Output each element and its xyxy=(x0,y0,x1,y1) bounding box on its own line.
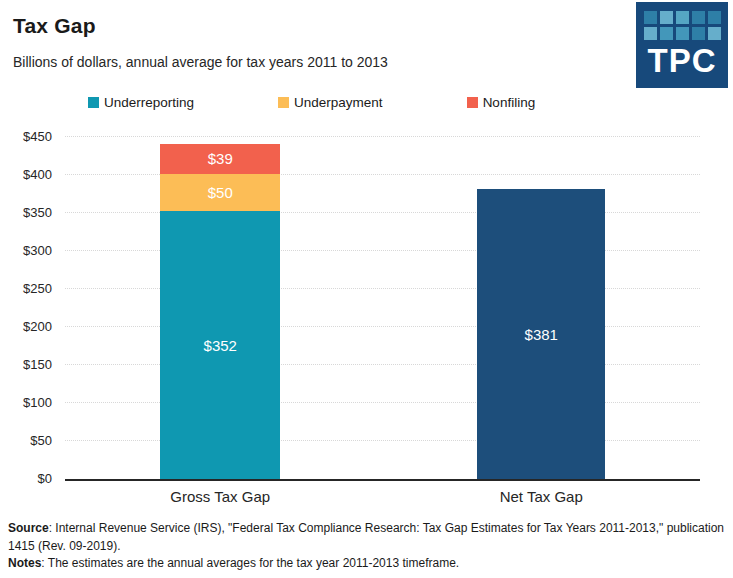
chart-legend: Underreporting Underpayment Nonfiling xyxy=(88,94,733,110)
y-tick-label: $0 xyxy=(0,471,52,487)
bar-segment-underreporting: $352 xyxy=(160,211,280,479)
chart-page: TPC Tax Gap Billions of dollars, annual … xyxy=(0,0,733,578)
y-tick-label: $200 xyxy=(0,319,52,335)
x-category-label: Net Tax Gap xyxy=(500,488,583,505)
source-note: Source: Internal Revenue Service (IRS), … xyxy=(8,520,725,555)
notes-note: Notes: The estimates are the annual aver… xyxy=(8,555,725,573)
y-tick-label: $250 xyxy=(0,281,52,297)
notes-label: Notes xyxy=(8,556,41,570)
page-title: Tax Gap xyxy=(0,0,733,39)
logo-square xyxy=(676,27,689,40)
source-label: Source xyxy=(8,521,49,535)
y-tick-label: $150 xyxy=(0,357,52,373)
plot-area: $0$50$100$150$200$250$300$350$400$450$39… xyxy=(65,137,700,481)
bar-segment-nonfiling: $39 xyxy=(160,144,280,174)
logo-square xyxy=(644,27,657,40)
tpc-logo-squares xyxy=(644,11,721,40)
logo-square xyxy=(708,27,721,40)
y-tick-label: $300 xyxy=(0,243,52,259)
tpc-logo-text: TPC xyxy=(648,43,717,79)
y-tick-label: $350 xyxy=(0,205,52,221)
logo-square xyxy=(644,11,657,24)
logo-square xyxy=(692,11,705,24)
bar-segment-underpayment: $50 xyxy=(160,174,280,212)
logo-square xyxy=(708,11,721,24)
x-axis-labels: Gross Tax Gap Net Tax Gap xyxy=(65,481,700,511)
source-text: : Internal Revenue Service (IRS), "Feder… xyxy=(8,521,724,553)
y-tick-label: $100 xyxy=(0,395,52,411)
legend-item-nonfiling: Nonfiling xyxy=(467,95,536,110)
bar-value-label: $50 xyxy=(208,185,233,200)
bar-value-label: $381 xyxy=(525,327,558,342)
legend-swatch-icon xyxy=(278,97,289,108)
notes-text: : The estimates are the annual averages … xyxy=(41,556,459,570)
bar-net-tax-gap: $381 xyxy=(477,137,605,479)
y-tick-label: $400 xyxy=(0,167,52,183)
legend-swatch-icon xyxy=(88,97,99,108)
legend-swatch-icon xyxy=(467,97,478,108)
y-tick-label: $50 xyxy=(0,433,52,449)
page-subtitle: Billions of dollars, annual average for … xyxy=(13,54,733,71)
bar-segment-net-tax-gap: $381 xyxy=(477,189,605,479)
tpc-logo: TPC xyxy=(636,2,728,88)
logo-square xyxy=(660,27,673,40)
bar-gross-tax-gap: $39 $50 $352 xyxy=(160,137,280,479)
logo-square xyxy=(692,27,705,40)
legend-label: Underreporting xyxy=(104,95,194,110)
bar-value-label: $352 xyxy=(204,338,237,353)
legend-label: Nonfiling xyxy=(483,95,536,110)
logo-square xyxy=(676,11,689,24)
x-category-label: Gross Tax Gap xyxy=(170,488,270,505)
bar-value-label: $39 xyxy=(208,151,233,166)
logo-square xyxy=(660,11,673,24)
legend-item-underreporting: Underreporting xyxy=(88,95,194,110)
y-tick-label: $450 xyxy=(0,129,52,145)
chart: $0$50$100$150$200$250$300$350$400$450$39… xyxy=(65,137,700,511)
footer-notes: Source: Internal Revenue Service (IRS), … xyxy=(8,520,725,573)
legend-item-underpayment: Underpayment xyxy=(278,95,383,110)
legend-label: Underpayment xyxy=(294,95,383,110)
